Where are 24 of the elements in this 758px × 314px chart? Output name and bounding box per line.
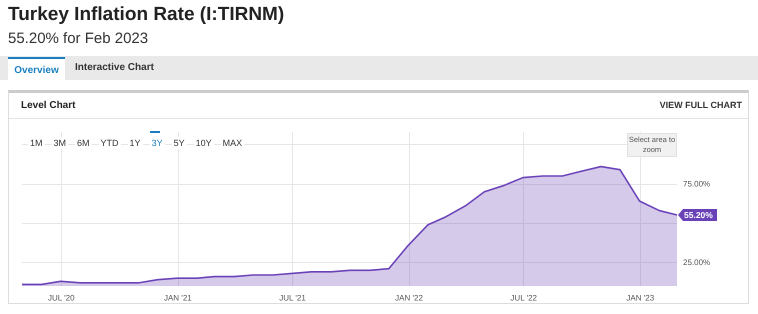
annotation: MAX — [220, 137, 244, 149]
text: Interactive Chart — [75, 62, 154, 73]
annotation: 6M — [75, 137, 92, 149]
annotation: 1Y — [128, 137, 143, 149]
x-tick-label: JUL '21 — [279, 294, 306, 302]
annotation: 55.20% — [684, 210, 714, 220]
text: Overview — [8, 57, 65, 80]
annotation: YTD — [98, 137, 121, 149]
y-tick-label: 25.00% — [683, 258, 710, 267]
annotation: 5Y — [172, 137, 187, 149]
x-tick-label: JAN '22 — [395, 294, 424, 302]
x-tick-label: JAN '21 — [164, 294, 192, 302]
annotation: 3Y — [150, 137, 165, 149]
annotation: 3M — [52, 137, 68, 149]
x-tick-label: JUL '22 — [510, 294, 538, 302]
text: VIEW FULL CHART — [660, 100, 742, 110]
x-tick-label: JAN '23 — [626, 294, 655, 302]
annotation: 1M — [28, 137, 45, 149]
text: Level Chart — [21, 100, 76, 111]
chart-subtitle: 55.20% for Feb 2023 — [8, 30, 148, 47]
annotation: 10Y — [194, 137, 214, 149]
y-tick-label: 75.00% — [683, 179, 710, 188]
chart-title: Turkey Inflation Rate (I:TIRNM) — [8, 4, 284, 26]
x-tick-label: JUL '20 — [48, 294, 76, 302]
